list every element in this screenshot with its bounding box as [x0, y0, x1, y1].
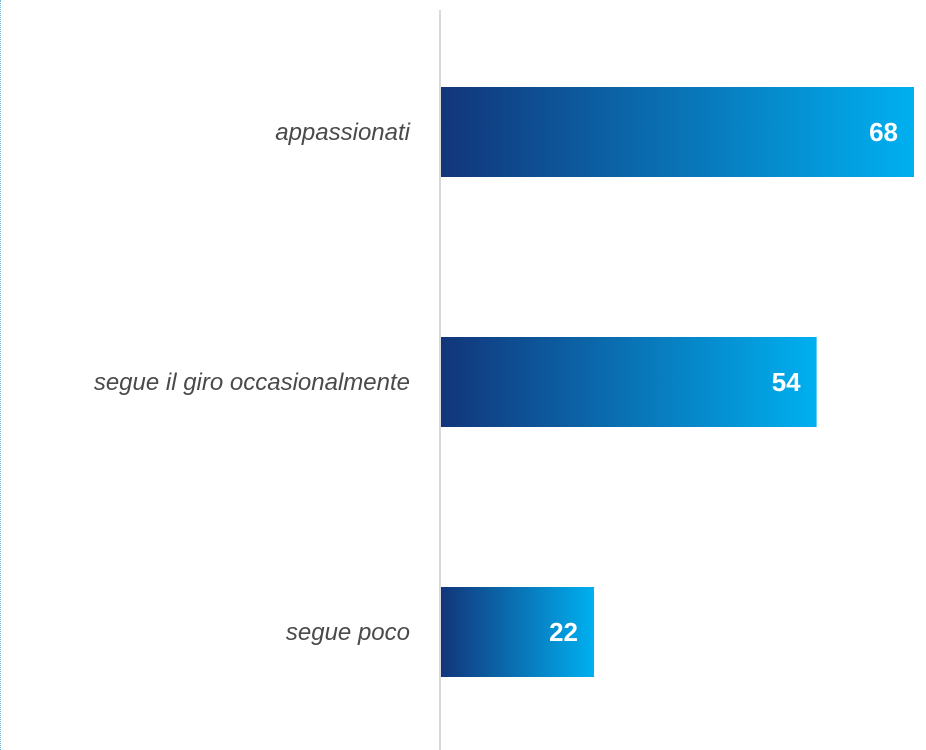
- category-label-2: segue poco: [286, 619, 410, 646]
- value-label-0: 68: [869, 117, 898, 147]
- bar-0: [441, 87, 914, 177]
- value-label-1: 54: [772, 367, 801, 397]
- category-label-1: segue il giro occasionalmente: [94, 369, 410, 396]
- bar-2: [441, 587, 595, 677]
- bar-1: [441, 337, 817, 427]
- bars-layer: appassionati 68 segue il giro occasionalme…: [94, 87, 914, 677]
- frame-border: [0, 0, 1, 750]
- value-label-2: 22: [549, 617, 578, 647]
- category-label-0: appassionati: [275, 119, 410, 146]
